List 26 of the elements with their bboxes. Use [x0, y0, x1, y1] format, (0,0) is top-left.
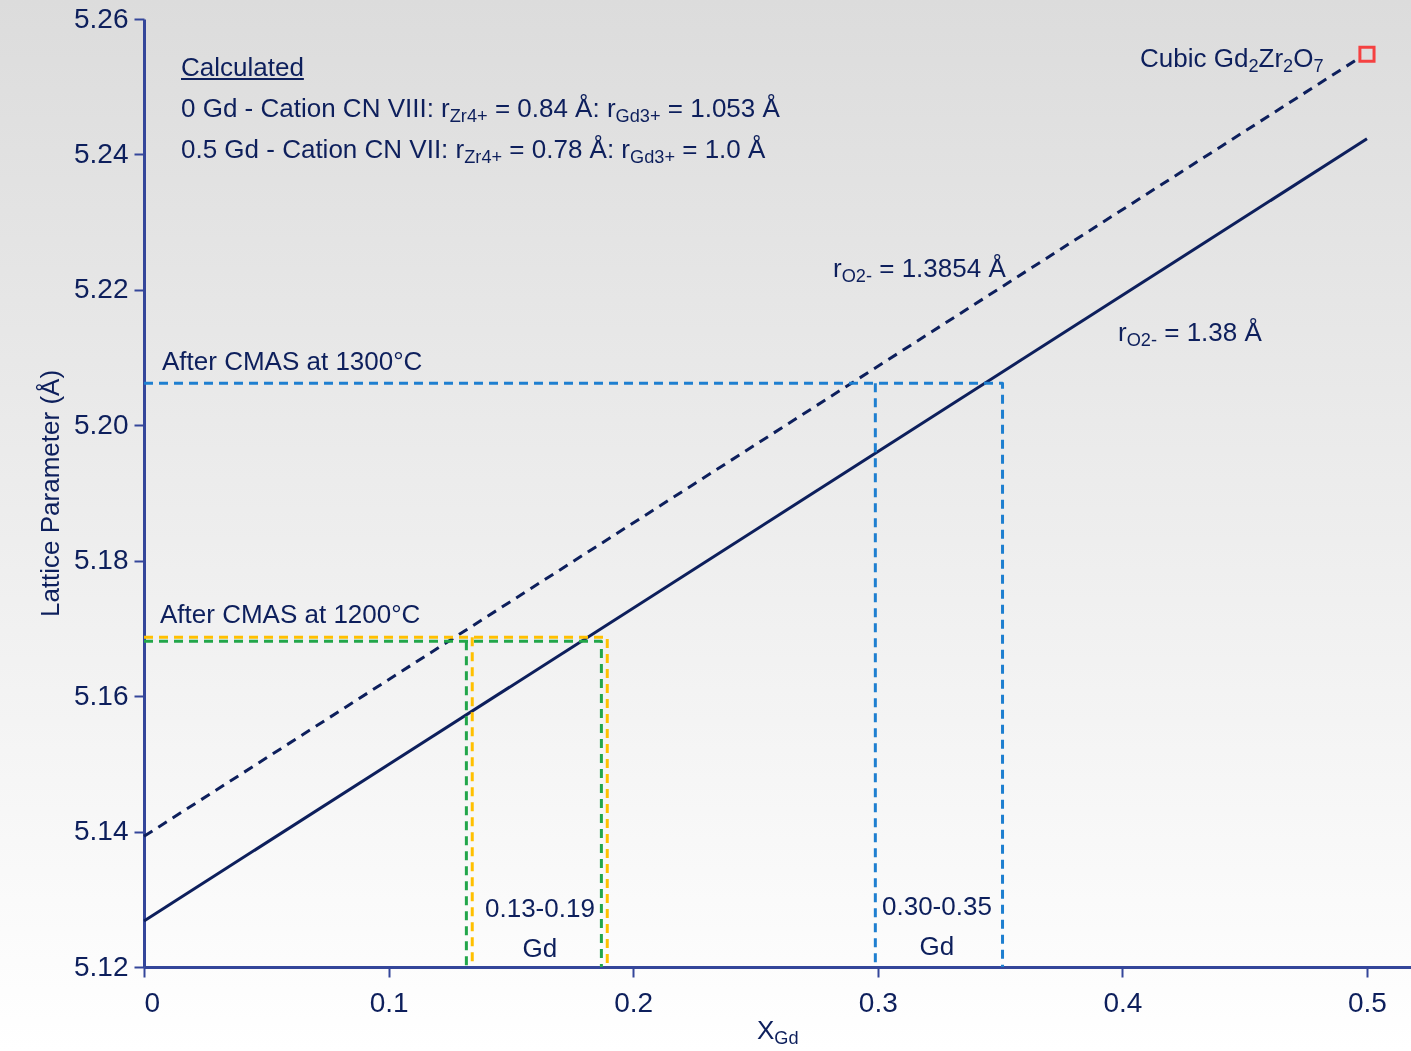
annotation: 0.5 Gd - Cation CN VII: r$_{Zr4+}$ = 0.78 Å: r$_{Gd3+}$ = 1.0 Å: [181, 133, 766, 169]
x-tick-label: 0.4: [1103, 986, 1143, 1018]
annotation: r$_{O2-}$ = 1.3854 Å: [833, 252, 1006, 288]
y-tick-label: 5.16: [74, 679, 129, 711]
y-tick-label: 5.20: [74, 408, 129, 440]
annotation: r$_{O2-}$ = 1.38 Å: [1118, 316, 1262, 352]
annotation: After CMAS at 1200°C: [160, 598, 421, 631]
y-tick-label: 5.26: [74, 2, 129, 34]
annotation: 0 Gd - Cation CN VIII: r$_{Zr4+}$ = 0.84 Å: r$_{Gd3+}$ = 1.053 Å: [181, 92, 780, 128]
y-tick-label: 5.12: [74, 950, 129, 982]
x-tick-label: 0.1: [369, 986, 409, 1018]
y-axis-title: Lattice Parameter (Å): [35, 369, 65, 618]
y-tick-label: 5.24: [74, 137, 129, 169]
x-tick-label: 0: [144, 986, 161, 1018]
annotation: Calculated: [181, 51, 304, 84]
x-axis-title: X$_{Gd}$: [757, 1014, 799, 1050]
annotation: Cubic Gd$_{2}$Zr$_{2}$O$_{7}$: [1140, 42, 1324, 78]
x-tick-label: 0.2: [614, 986, 654, 1018]
annotation: 0.30-0.35 Gd: [882, 890, 992, 963]
y-tick-label: 5.22: [74, 273, 129, 305]
x-tick-label: 0.5: [1348, 986, 1387, 1018]
y-tick-label: 5.14: [74, 815, 129, 847]
x-tick-label: 0.3: [858, 986, 898, 1018]
y-tick-label: 5.18: [74, 544, 129, 576]
annotation: 0.13-0.19 Gd: [485, 892, 595, 965]
annotation: After CMAS at 1300°C: [162, 345, 423, 378]
